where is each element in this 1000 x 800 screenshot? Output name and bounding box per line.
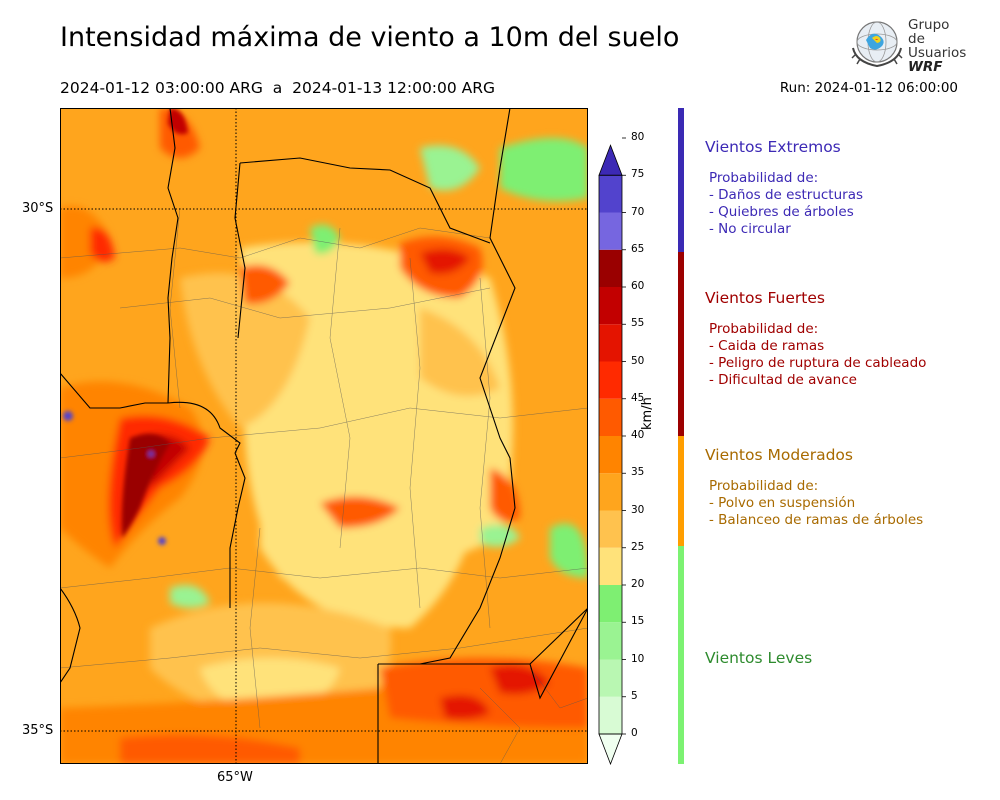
forecast-period: 2024-01-12 03:00:00 ARG a 2024-01-13 12:… (60, 79, 496, 97)
colorbar-segment (599, 175, 622, 213)
colorbar-segment (599, 287, 622, 325)
category-body: Probabilidad de: - Daños de estructuras … (709, 170, 864, 237)
category-leves: Vientos Leves (705, 649, 812, 667)
globe-logo-icon (851, 21, 903, 68)
wind-intensity-map (60, 108, 588, 764)
colorbar-segment (599, 510, 622, 548)
colorbar-tick-label: 35 (631, 466, 645, 479)
category-title: Vientos Moderados (705, 446, 853, 464)
colorbar-tick-label: 50 (631, 354, 645, 367)
colorbar-tick-label: 55 (631, 317, 645, 330)
colorbar-scale (598, 137, 626, 766)
colorbar-segment (599, 622, 622, 660)
colorbar-tick-label: 25 (631, 540, 645, 553)
legend-bar-leves (678, 546, 684, 764)
colorbar-segment (599, 212, 622, 250)
colorbar-tick-label: 0 (631, 727, 638, 739)
colorbar-tick-label: 75 (631, 168, 645, 181)
colorbar (595, 104, 635, 770)
category-fuertes: Vientos Fuertes Probabilidad de: - Caida… (705, 289, 926, 389)
colorbar-segment (599, 436, 622, 474)
colorbar-segment (599, 473, 622, 511)
colorbar-tick-label: 45 (631, 391, 645, 404)
colorbar-tick-label: 30 (631, 503, 645, 516)
category-title: Vientos Extremos (705, 138, 841, 156)
colorbar-tick-label: 40 (631, 429, 645, 441)
category-body: Probabilidad de: - Caida de ramas - Peli… (709, 321, 927, 388)
colorbar-segment (599, 547, 622, 585)
colorbar-unit: km/h (640, 397, 655, 430)
legend-bar-extremos (678, 108, 684, 252)
lat-label-30s: 30°S (22, 201, 54, 216)
colorbar-tick-label: 20 (631, 578, 645, 590)
colorbar-tick-label: 5 (631, 689, 638, 702)
legend-bar-fuertes (678, 252, 684, 436)
lon-label-65w: 65°W (217, 770, 253, 785)
colorbar-tick-label: 80 (631, 131, 645, 143)
colorbar-segment (599, 361, 622, 399)
page-title: Intensidad máxima de viento a 10m del su… (60, 22, 680, 53)
category-extremos: Vientos Extremos Probabilidad de: - Daño… (705, 138, 863, 238)
colorbar-segment (599, 398, 622, 436)
lat-label-35s: 35°S (22, 723, 54, 738)
colorbar-segment (599, 659, 622, 697)
logo-line-2: Usuarios (908, 45, 967, 61)
graticule (60, 108, 588, 764)
colorbar-segment (599, 249, 622, 287)
category-moderados: Vientos Moderados Probabilidad de: - Pol… (705, 446, 923, 529)
colorbar-min-extend (598, 733, 623, 766)
colorbar-tick-label: 15 (631, 615, 645, 628)
category-title: Vientos Leves (705, 649, 813, 667)
colorbar-segment (599, 324, 622, 362)
colorbar-max-extend (598, 144, 623, 176)
run-timestamp: Run: 2024-01-12 06:00:00 (779, 80, 958, 96)
colorbar-tick-label: 10 (631, 652, 645, 665)
logo-line-1: Grupo de (908, 17, 950, 47)
category-body: Probabilidad de: - Polvo en suspensión -… (709, 478, 924, 528)
map-canvas (60, 108, 588, 764)
wrf-logo: Grupo de Usuarios WRF (848, 17, 968, 75)
category-title: Vientos Fuertes (705, 289, 825, 307)
colorbar-tick-label: 65 (631, 242, 645, 255)
logo-line-3: WRF (908, 59, 943, 75)
colorbar-segment (599, 696, 622, 734)
colorbar-tick-label: 70 (631, 205, 645, 218)
colorbar-segment (599, 585, 622, 623)
legend-bar-moderados (678, 436, 684, 546)
colorbar-tick-label: 60 (631, 280, 645, 292)
